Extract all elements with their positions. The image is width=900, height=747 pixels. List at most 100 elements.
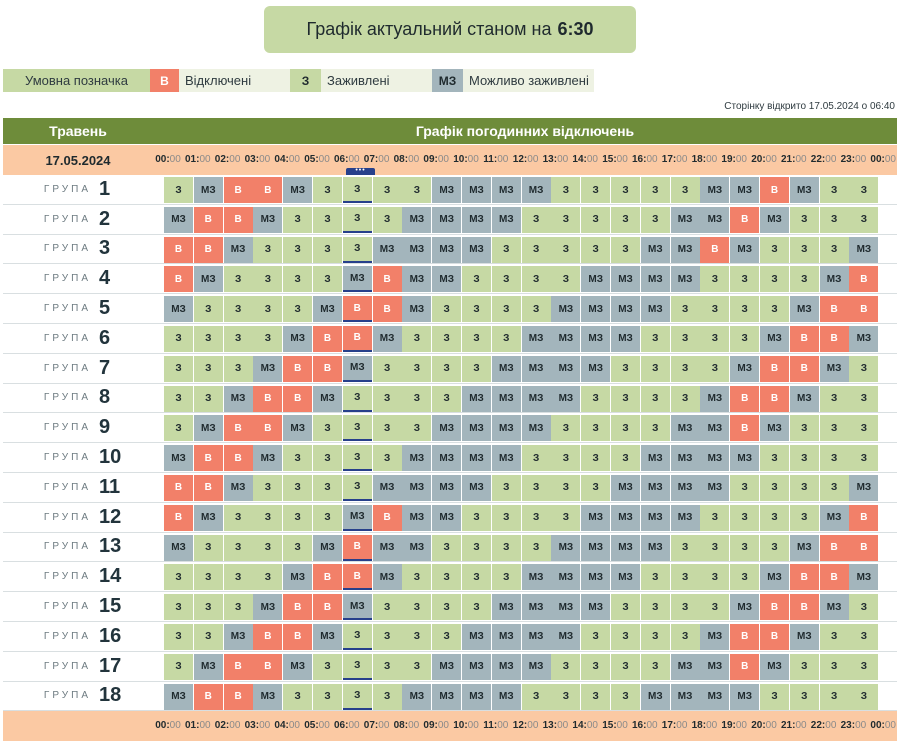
schedule-cell: З (372, 623, 402, 650)
group-word: ГРУПА (43, 183, 91, 195)
group-row: ГРУПА 11 В В МЗ З З З З МЗ МЗ МЗ МЗ З З З З МЗ МЗ МЗ МЗ З З З З М… (3, 473, 897, 503)
schedule-cell: З (611, 385, 640, 412)
schedule-cell: МЗ (640, 683, 670, 710)
schedule-cell: МЗ (670, 683, 700, 710)
date-row-top: 17.05.2024 00:00 01:00 02:00 03:00 04:00 05:0… (3, 145, 897, 175)
schedule-cell: МЗ (462, 206, 491, 233)
schedule-cell: МЗ (611, 534, 640, 561)
schedule-cell: В (223, 177, 253, 203)
hour-label: 03:00 (244, 154, 271, 165)
schedule-cell: В (253, 415, 283, 442)
schedule-cell: З (640, 385, 670, 412)
group-label: ГРУПА 11 (3, 473, 163, 502)
schedule-cell: МЗ (491, 594, 521, 621)
schedule-cell: МЗ (223, 474, 253, 501)
group-word: ГРУПА (43, 422, 91, 434)
schedule-cell: В (819, 564, 849, 591)
schedule-cell: З (789, 266, 819, 293)
schedule-cell: З (819, 445, 849, 472)
schedule-cell: З (193, 564, 223, 591)
schedule-cell: В (849, 534, 879, 561)
schedule-cell: В (164, 236, 193, 263)
schedule-cell: З (164, 623, 193, 650)
schedule-cell: З (789, 445, 819, 472)
schedule-cell: МЗ (551, 385, 581, 412)
schedule-cell: МЗ (462, 445, 491, 472)
schedule-cell: МЗ (164, 534, 193, 561)
schedule-cell: З (730, 504, 760, 531)
hour-label: 11:00 (483, 154, 509, 165)
schedule-cell: В (313, 355, 342, 382)
schedule-cell: МЗ (164, 296, 193, 323)
schedule-cell: МЗ (432, 236, 462, 263)
schedule-cell: З (313, 177, 342, 203)
schedule-cell: З (849, 683, 879, 710)
schedule-cell: МЗ (730, 177, 760, 203)
schedule-cell: З (611, 445, 640, 472)
schedule-cell: З (789, 236, 819, 263)
schedule-cell: З (730, 296, 760, 323)
schedule-cell: МЗ (253, 445, 283, 472)
group-row: ГРУПА 5 МЗ З З З З МЗ В В МЗ З З З З МЗ МЗ МЗ МЗ З З З З МЗ В В (3, 294, 897, 324)
schedule-grid: ГРУПА 1 З МЗ В В МЗ З З З З МЗ МЗ МЗ МЗ З З З З З МЗ МЗ В МЗ З З Г… (3, 175, 897, 712)
schedule-cell: З (402, 564, 432, 591)
schedule-cell: МЗ (491, 415, 521, 442)
schedule-cell: МЗ (462, 236, 491, 263)
hour-label: 08:00 (393, 720, 420, 731)
schedule-cell: З (462, 355, 491, 382)
schedule-cell: В (223, 206, 253, 233)
schedule-cell: З (760, 534, 789, 561)
schedule-cell: МЗ (551, 355, 581, 382)
group-row: ГРУПА 4 В МЗ З З З З МЗ В МЗ МЗ З З З З МЗ МЗ МЗ МЗ З З З З МЗ В (3, 264, 897, 295)
schedule-cell: МЗ (670, 236, 700, 263)
schedule-cell: МЗ (432, 683, 462, 710)
hour-label: 01:00 (185, 154, 211, 165)
schedule-cell: З (700, 325, 730, 352)
schedule-cell: В (789, 594, 819, 621)
schedule-cell: З (164, 325, 193, 352)
schedule-cell: МЗ (849, 236, 879, 263)
schedule-cell: МЗ (581, 504, 611, 531)
schedule-cell: З (670, 594, 700, 621)
schedule-cell: З (283, 296, 313, 323)
schedule-cell: В (164, 504, 193, 531)
schedule-cell: З (581, 653, 611, 680)
schedule-cell: З (313, 683, 342, 710)
schedule-cell: МЗ (670, 415, 700, 442)
schedule-cell: З (581, 177, 611, 203)
schedule-cell: З (223, 564, 253, 591)
schedule-cell: З (849, 623, 879, 650)
schedule-cell: В (313, 325, 342, 352)
schedule-cell: З (611, 415, 640, 442)
schedule-cell: З (551, 445, 581, 472)
group-label: ГРУПА 4 (3, 264, 163, 293)
schedule-cell: З (164, 177, 193, 203)
schedule-cell: МЗ (700, 177, 730, 203)
group-row: ГРУПА 1 З МЗ В В МЗ З З З З МЗ МЗ МЗ МЗ З З З З З МЗ МЗ В МЗ З З (3, 175, 897, 205)
schedule-cell: З (640, 325, 670, 352)
hour-label: 14:00 (572, 154, 598, 165)
hour-label: 08:00 (393, 154, 420, 165)
hour-label: 02:00 (214, 154, 241, 165)
schedule-cell: З (700, 296, 730, 323)
schedule-cell: В (342, 564, 372, 591)
hour-label: 04:00 (274, 720, 300, 731)
group-label: ГРУПА 7 (3, 354, 163, 383)
schedule-cell: З (491, 266, 521, 293)
schedule-cell: В (313, 594, 342, 621)
schedule-cell: З (402, 415, 432, 442)
group-number: 9 (99, 416, 111, 439)
legend-label: Умовна позначка (3, 69, 150, 92)
schedule-cell: МЗ (491, 206, 521, 233)
schedule-cell: З (611, 355, 640, 382)
schedule-cell: З (819, 206, 849, 233)
date-row-bottom: 00:00 01:00 02:00 03:00 04:00 05:00 06:00 07:00… (3, 711, 897, 741)
schedule-cell: В (283, 355, 313, 382)
group-number: 6 (99, 326, 111, 349)
schedule-cell: З (164, 385, 193, 412)
schedule-cell: В (253, 385, 283, 412)
schedule-cell: МЗ (402, 266, 432, 293)
group-number: 8 (99, 386, 111, 409)
schedule-cell: З (760, 296, 789, 323)
schedule-cell: З (223, 266, 253, 293)
